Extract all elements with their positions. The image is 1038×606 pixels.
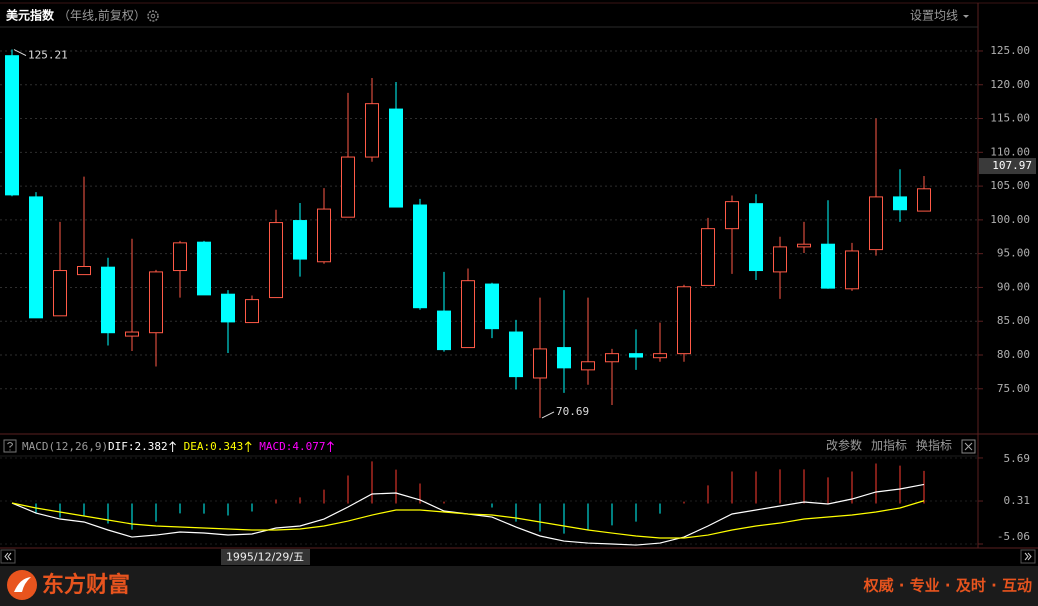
candle-body [437, 310, 451, 351]
annotation-arrow [541, 411, 555, 419]
candle-body [701, 228, 715, 286]
candle-body [749, 203, 763, 272]
brand-slogan: 权威 · 专业 · 及时 · 互动 [863, 577, 1032, 595]
y-tick-label: 125.00 [990, 44, 1030, 57]
candle-body [869, 196, 883, 251]
brand-logo-mark [14, 577, 31, 592]
indicator-action[interactable]: 改参数 [826, 438, 862, 453]
indicator-legend: DIF:2.382 DEA:0.343 MACD:4.077 [108, 440, 334, 453]
y-tick-label: 80.00 [997, 348, 1030, 361]
help-box[interactable] [3, 439, 17, 453]
candle-body [149, 271, 163, 334]
candle-body [821, 243, 835, 289]
candle-body [413, 204, 427, 309]
y-tick-label: -5.06 [997, 530, 1030, 543]
instrument-subtitle: （年线,前复权） [58, 8, 146, 23]
candle-body [197, 241, 211, 296]
candle-body [389, 108, 403, 208]
y-tick-label: 110.00 [990, 145, 1030, 158]
candle-body [893, 196, 907, 211]
footer-bar [0, 566, 1038, 606]
candle-body [557, 347, 571, 369]
y-tick-label: 115.00 [990, 112, 1030, 125]
y-tick-label: 85.00 [997, 314, 1030, 327]
candle-body [797, 243, 811, 248]
candle-body [917, 188, 931, 212]
candle-body [629, 353, 643, 358]
candle-body [269, 222, 283, 299]
cursor-date-box [221, 549, 310, 565]
help-icon [7, 442, 14, 451]
candle-body [29, 196, 43, 319]
y-tick-label: 5.69 [1004, 452, 1031, 465]
candle-body [773, 246, 787, 273]
scroll-right[interactable] [1020, 549, 1036, 564]
candle-body [341, 156, 355, 218]
gear-icon[interactable] [147, 10, 159, 22]
ma-settings[interactable]: 设置均线 [910, 9, 958, 23]
candle-body [77, 265, 91, 276]
scroll-left[interactable] [0, 549, 16, 564]
candle-body [365, 103, 379, 158]
y-tick-label: 105.00 [990, 179, 1030, 192]
candle-body [5, 55, 19, 196]
candle-body [581, 361, 595, 371]
candle-body [221, 293, 235, 323]
legend-entry: DIF:2.382 [108, 440, 168, 453]
candle-body [101, 266, 115, 334]
candle-body [509, 331, 523, 378]
candle-body [53, 270, 67, 317]
annotation-label: 125.21 [28, 49, 68, 62]
annotation-arrow [13, 49, 27, 56]
instrument-title: 美元指数 [6, 8, 55, 23]
scroll-right-icon [1024, 552, 1032, 561]
close-icon [964, 442, 973, 451]
annotation-label: 70.69 [556, 405, 589, 418]
legend-arrow [327, 441, 334, 452]
indicator-action[interactable]: 加指标 [871, 438, 907, 453]
candle-body [317, 208, 331, 263]
y-tick-label: 75.00 [997, 382, 1030, 395]
legend-entry: MACD:4.077 [259, 440, 325, 453]
y-tick-label: 90.00 [997, 280, 1030, 293]
candle-body [173, 242, 187, 272]
close-box[interactable] [961, 439, 976, 454]
y-tick-label: 95.00 [997, 247, 1030, 260]
candle-body [725, 201, 739, 230]
brand-name: 东方财富 [42, 572, 130, 598]
legend-arrow [244, 441, 252, 452]
dropdown-arrow[interactable] [963, 15, 969, 18]
candle-body [125, 331, 139, 337]
legend-entry: DEA:0.343 [184, 440, 244, 453]
candle-body [293, 220, 307, 260]
y-tick-label: 100.00 [990, 213, 1030, 226]
candle-body [845, 250, 859, 290]
candle-body [533, 348, 547, 379]
candle-body [605, 353, 619, 363]
legend-arrow [169, 441, 176, 452]
gear-icon-hole [150, 13, 156, 19]
indicator-line [11, 500, 925, 539]
y-tick-label: 0.31 [1004, 494, 1031, 507]
y-tick-label: 120.00 [990, 78, 1030, 91]
cursor-date: 1995/12/29/五 [226, 551, 304, 564]
candle-body [485, 283, 499, 330]
scroll-left-icon [4, 552, 12, 561]
last-price-label: 107.97 [992, 159, 1032, 172]
indicator-name: MACD(12,26,9) [22, 440, 108, 453]
candle-body [461, 280, 475, 349]
candle-body [245, 299, 259, 324]
candle-body [677, 286, 691, 355]
candle-body [653, 353, 667, 359]
last-price-box [979, 158, 1036, 175]
indicator-action[interactable]: 换指标 [916, 438, 952, 453]
